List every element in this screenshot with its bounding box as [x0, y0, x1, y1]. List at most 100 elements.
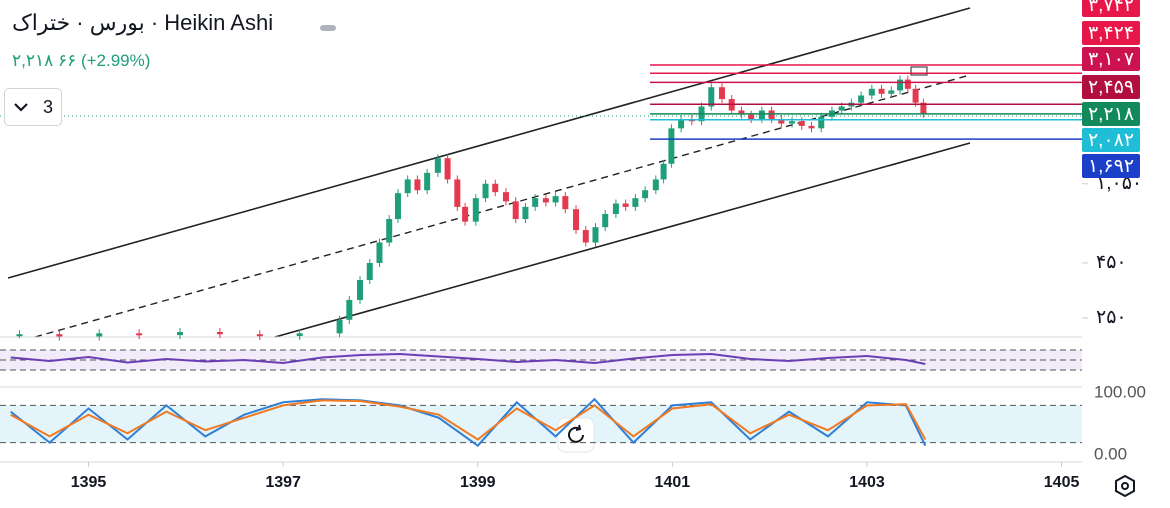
candle	[904, 79, 911, 89]
menu-icon[interactable]	[320, 25, 336, 31]
candle	[394, 193, 401, 220]
price-tag	[1082, 0, 1140, 17]
settings-icon-dot	[1121, 482, 1129, 490]
candle	[414, 179, 421, 191]
price-tag-label: ۲,۲۱۸	[1088, 104, 1134, 125]
candle	[858, 95, 865, 103]
drawing-box	[910, 66, 928, 76]
symbol-title: بورس · ختراک · Heikin Ashi	[12, 10, 274, 35]
y-tick-label: ۱,۰۵۰	[1096, 173, 1142, 194]
candle	[96, 333, 103, 337]
candle	[562, 196, 569, 210]
channel-lower	[274, 142, 971, 338]
candle	[346, 299, 353, 320]
price-tag	[1082, 128, 1140, 152]
price-tag-label: ۳,۱۰۷	[1088, 49, 1134, 70]
candle	[888, 90, 895, 94]
candle	[472, 198, 479, 222]
price-tag	[1082, 21, 1140, 45]
candle	[582, 230, 589, 243]
candle	[296, 333, 303, 336]
candle	[16, 334, 23, 337]
y-tick-label: 0.00	[1094, 444, 1127, 463]
chevron	[14, 103, 28, 112]
candle	[708, 87, 715, 107]
candle	[798, 121, 805, 126]
candle	[177, 332, 184, 336]
y-tick-label: ۲۵۰	[1096, 307, 1127, 328]
candle	[404, 179, 411, 194]
candle	[552, 196, 559, 203]
indicator-line	[10, 352, 926, 365]
price-tag	[1082, 75, 1140, 99]
x-tick-label: 1395	[71, 474, 107, 491]
candle	[216, 332, 223, 335]
interval-dropdown[interactable]: 3	[4, 88, 62, 126]
candle	[668, 128, 675, 164]
candle	[592, 227, 599, 243]
reset-icon	[568, 424, 584, 443]
candle	[502, 192, 509, 202]
x-tick-label: 1397	[265, 474, 301, 491]
candle	[748, 114, 755, 119]
x-tick-label: 1403	[849, 474, 885, 491]
candle	[512, 201, 519, 220]
candle	[878, 88, 885, 94]
candle	[602, 213, 609, 228]
candle	[256, 334, 263, 337]
candle	[652, 179, 659, 191]
candle	[462, 206, 469, 222]
candle	[868, 88, 875, 96]
candle	[612, 203, 619, 214]
price-tag-label: ۳,۷۴۲	[1088, 0, 1134, 16]
candle	[808, 125, 815, 129]
reset-button[interactable]	[557, 417, 595, 453]
candle	[542, 198, 549, 203]
candle	[492, 183, 499, 193]
x-tick-label: 1401	[655, 474, 691, 491]
candle	[660, 163, 667, 180]
candle	[357, 280, 364, 300]
candle	[136, 333, 143, 336]
candle	[366, 262, 373, 281]
indicator-line	[10, 397, 927, 448]
candle	[758, 110, 765, 119]
price-tag	[1082, 47, 1140, 71]
candle	[678, 118, 685, 129]
y-tick-label: ۴۵۰	[1096, 252, 1127, 273]
indicator-line	[10, 399, 927, 441]
candle	[818, 116, 825, 129]
candle	[444, 158, 451, 180]
price-tag-label: ۲,۴۵۹	[1088, 77, 1134, 98]
candle	[532, 198, 539, 207]
price-tag-label: ۳,۴۲۴	[1088, 23, 1134, 44]
candle	[642, 190, 649, 199]
candle	[454, 179, 461, 207]
price-tag	[1082, 154, 1140, 178]
candle	[573, 209, 580, 231]
channel-middle	[34, 74, 971, 338]
candle	[336, 319, 343, 334]
candle	[56, 334, 63, 337]
candle	[424, 172, 431, 191]
candle	[789, 121, 796, 124]
x-tick-label: 1399	[460, 474, 496, 491]
candle	[920, 102, 927, 114]
candle	[738, 110, 745, 115]
price-tag	[1082, 102, 1140, 126]
candle	[912, 88, 919, 103]
candle	[386, 219, 393, 243]
settings-icon[interactable]	[1115, 474, 1135, 498]
candle	[718, 87, 725, 100]
candle	[376, 242, 383, 263]
candle	[522, 206, 529, 220]
candle	[482, 183, 489, 199]
price-tag-label: ۱,۶۹۲	[1088, 156, 1134, 177]
x-tick-label: 1405	[1044, 474, 1080, 491]
candle	[632, 198, 639, 207]
candle	[622, 203, 629, 207]
y-tick-label: 100.00	[1094, 382, 1146, 401]
candle	[838, 106, 845, 111]
